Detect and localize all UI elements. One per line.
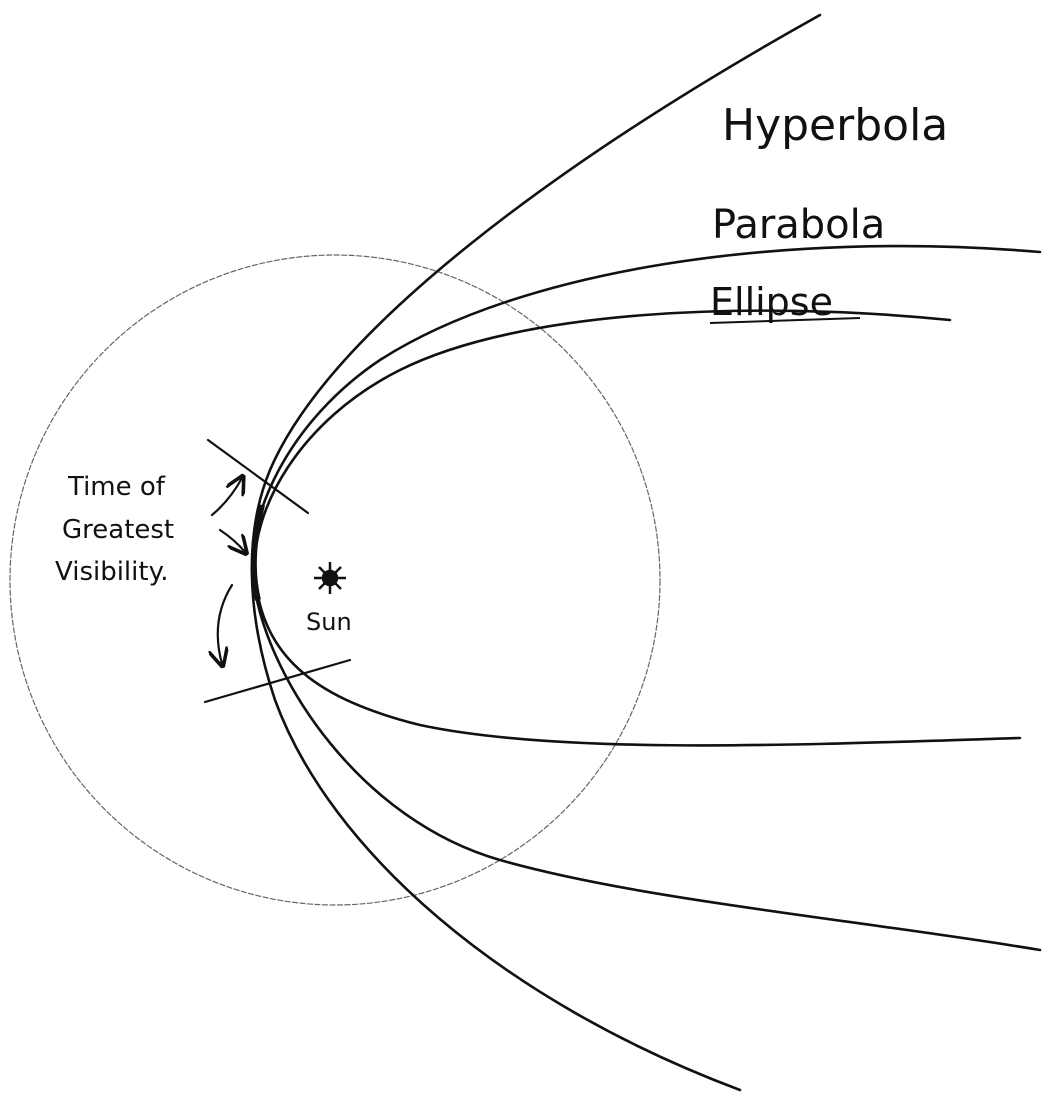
orbit-label: Hyperbola bbox=[722, 100, 948, 151]
page: Hyperbola Parabola Ellipse Time of Great… bbox=[0, 0, 1055, 1097]
hyperbola-path bbox=[252, 15, 820, 1090]
tangent-line bbox=[205, 660, 350, 702]
annotation: Greatest bbox=[62, 515, 174, 545]
sun-label: Sun bbox=[306, 608, 352, 636]
parabola-path bbox=[252, 246, 1040, 950]
arrow bbox=[218, 585, 232, 664]
arrow bbox=[220, 530, 245, 552]
tangent-line bbox=[208, 440, 308, 513]
orbit-label: Ellipse bbox=[710, 280, 833, 324]
annotation: Time of bbox=[67, 472, 166, 502]
sun-symbol bbox=[314, 562, 346, 594]
annotation: Visibility. bbox=[55, 557, 169, 587]
arrow bbox=[212, 478, 242, 515]
orbit-diagram: Hyperbola Parabola Ellipse Time of Great… bbox=[0, 0, 1055, 1097]
orbit-label: Parabola bbox=[712, 202, 885, 248]
ellipse-path bbox=[255, 311, 1020, 746]
